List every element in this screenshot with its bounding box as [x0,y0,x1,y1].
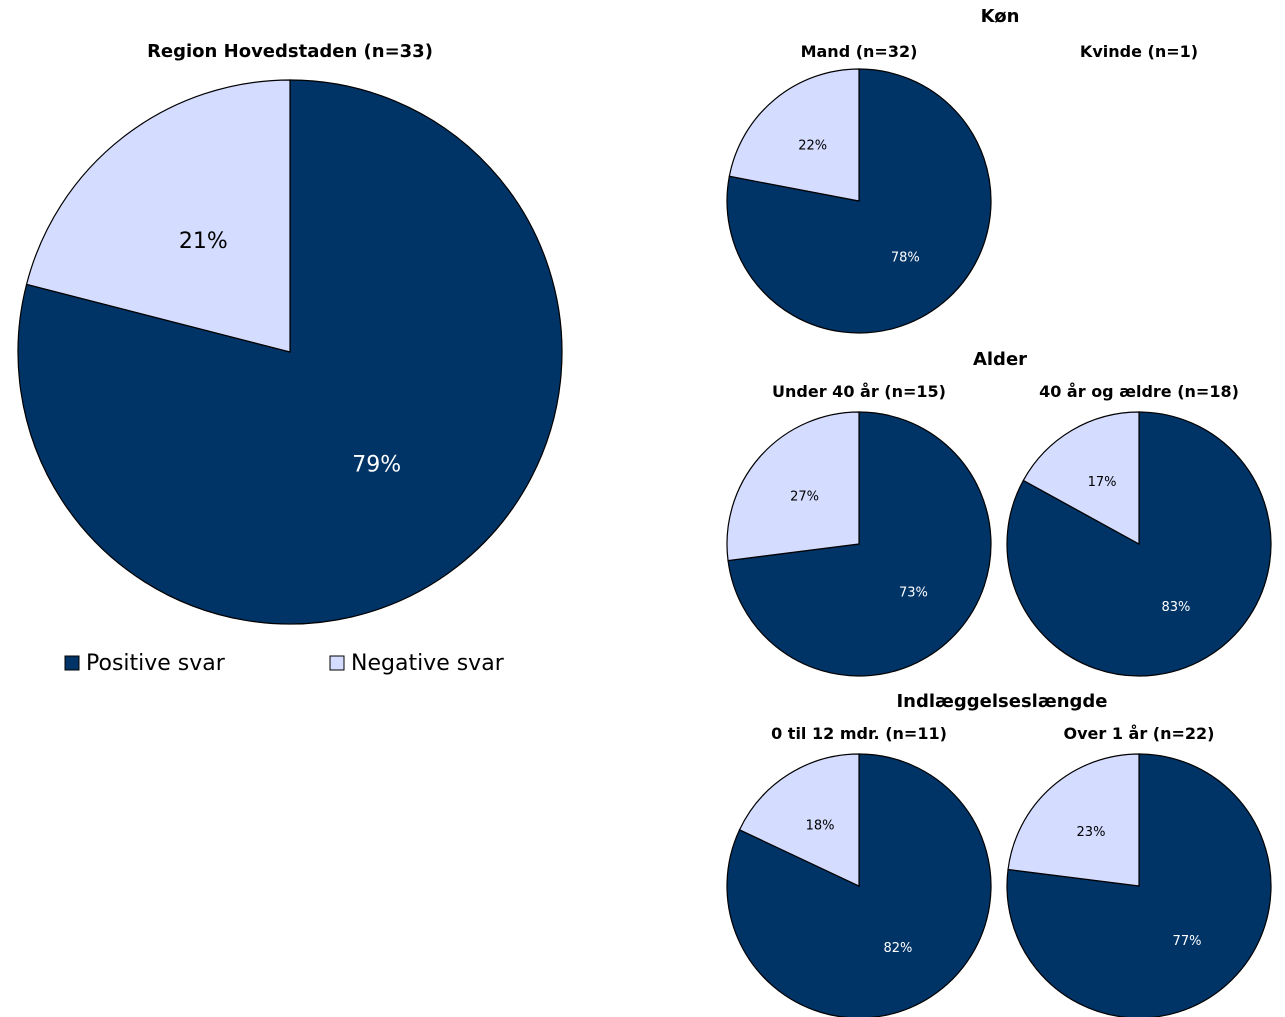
pie-slice-negative-svar [25,79,291,353]
data-label: 27% [790,490,819,505]
data-label: 79% [352,453,401,478]
pie-slice-negative-svar [728,68,860,202]
chart-title: Under 40 år (n=15) [772,382,946,401]
legend-swatch-negative-svar [329,655,345,671]
legend-label: Positive svar [86,651,226,676]
group-title: Køn [981,6,1020,27]
pie-slice-negative-svar [1007,753,1140,887]
chart-title: Over 1 år (n=22) [1064,724,1215,743]
pie-slice-positive-svar [1006,411,1272,677]
data-label: 22% [798,139,827,154]
data-label: 82% [883,941,912,956]
data-label: 23% [1077,825,1106,840]
chart-title: Region Hovedstaden (n=33) [147,41,433,62]
data-label: 73% [899,586,928,601]
data-label: 17% [1088,475,1117,490]
pie-slice-negative-svar [726,411,860,562]
group-title: Indlæggelseslængde [896,691,1107,712]
legend-label: Negative svar [351,651,505,676]
pie-slice-negative-svar [738,753,860,887]
pie-slice-negative-svar [1022,411,1140,546]
pie-slice-positive-svar [17,79,563,625]
chart-title: 0 til 12 mdr. (n=11) [771,724,947,743]
chart-title: Kvinde (n=1) [1080,42,1198,61]
data-label: 78% [891,251,920,266]
chart-title: 40 år og ældre (n=18) [1039,382,1239,401]
data-label: 18% [806,818,835,833]
legend-swatch-positive-svar [64,655,80,671]
data-label: 21% [179,229,228,254]
group-title: Alder [973,349,1027,370]
data-label: 83% [1162,600,1191,615]
data-label: 77% [1173,934,1202,949]
chart-title: Mand (n=32) [801,42,918,61]
